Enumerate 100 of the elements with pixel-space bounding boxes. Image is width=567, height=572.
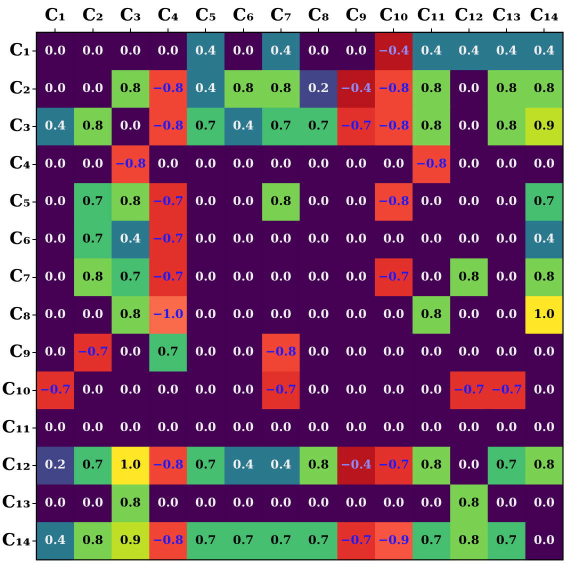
data-label: 0.0	[346, 194, 367, 208]
data-label: 0.0	[346, 307, 367, 322]
data-label: 0.0	[195, 344, 216, 359]
data-label: 0.0	[270, 156, 292, 170]
y-tick-label: C₁₃	[2, 492, 30, 513]
y-tick-label: C₁₀	[2, 380, 30, 400]
data-label: 0.0	[308, 344, 329, 359]
data-label: 0.0	[383, 156, 404, 170]
data-label: 0.7	[120, 269, 141, 284]
data-label: 0.8	[496, 118, 518, 133]
data-label: 0.0	[496, 344, 518, 359]
y-tick-label: C₇	[9, 266, 30, 287]
data-label: 0.0	[496, 232, 518, 246]
data-label: 0.7	[82, 194, 104, 208]
data-label: 0.8	[458, 495, 480, 510]
data-label: 0.8	[82, 118, 104, 133]
data-label: 0.4	[232, 458, 254, 472]
data-label: −0.7	[152, 232, 184, 246]
data-label: 0.0	[308, 43, 329, 58]
data-label: 0.0	[346, 495, 367, 510]
y-tick-label: C₅	[9, 191, 30, 212]
data-label: 0.0	[346, 269, 367, 284]
x-tick-label: C₄	[158, 6, 179, 26]
data-label: 0.0	[534, 420, 555, 434]
y-tick-label: C₁₄	[2, 530, 30, 550]
data-label: 0.0	[346, 382, 367, 396]
data-label: 0.0	[270, 495, 292, 510]
data-label: 0.0	[458, 307, 480, 322]
data-label: −0.7	[265, 382, 296, 396]
data-label: 0.7	[82, 232, 104, 246]
data-label: 0.0	[195, 269, 216, 284]
data-label: 0.0	[195, 382, 216, 396]
data-label: −0.7	[340, 118, 372, 133]
data-label: 0.0	[270, 420, 292, 434]
data-label: 0.7	[82, 458, 104, 472]
data-label: −0.4	[340, 81, 372, 96]
data-label: −0.8	[378, 118, 410, 133]
data-label: 0.7	[195, 533, 216, 548]
data-label: 0.7	[308, 533, 329, 548]
data-label: 0.0	[420, 232, 442, 246]
x-tick-label: C₁₀	[380, 6, 408, 26]
data-label: 0.7	[270, 118, 292, 133]
data-label: 0.7	[270, 533, 292, 548]
data-label: 0.2	[44, 458, 66, 472]
data-label: 0.8	[308, 458, 329, 472]
data-label: −0.7	[152, 269, 184, 284]
data-label: 0.0	[383, 232, 404, 246]
data-label: 0.0	[82, 495, 104, 510]
data-label: 0.0	[270, 269, 292, 284]
data-label: 0.0	[458, 344, 480, 359]
data-label: 0.0	[458, 156, 480, 170]
data-label: 0.8	[458, 533, 480, 548]
data-label: −0.8	[152, 81, 184, 96]
data-label: 0.0	[346, 420, 367, 434]
data-label: 0.0	[346, 232, 367, 246]
data-label: 0.0	[195, 307, 216, 322]
data-label: −0.7	[40, 382, 71, 396]
data-label: 0.0	[120, 43, 141, 58]
data-label: 0.7	[232, 533, 254, 548]
data-label: 0.7	[534, 194, 555, 208]
x-tick-label: C₃	[120, 6, 141, 26]
data-label: 0.8	[232, 81, 254, 96]
data-label: 0.4	[195, 43, 216, 58]
data-label: 0.4	[44, 118, 66, 133]
data-label: 0.0	[232, 194, 254, 208]
data-label: 0.0	[420, 495, 442, 510]
data-label: 0.4	[270, 43, 292, 58]
y-tick-label: C₁	[9, 40, 30, 61]
data-label: 0.4	[195, 81, 216, 96]
data-label: 0.0	[232, 232, 254, 246]
data-label: −0.7	[77, 344, 108, 359]
data-label: 0.0	[195, 495, 216, 510]
data-label: 0.8	[270, 81, 292, 96]
data-label: −0.8	[265, 344, 296, 359]
data-label: −0.8	[152, 458, 184, 472]
y-tick-label: C₃	[9, 116, 30, 136]
data-label: 0.0	[308, 232, 329, 246]
data-label: 0.0	[82, 307, 104, 322]
data-label: 0.0	[346, 344, 367, 359]
data-label: −0.7	[152, 194, 184, 208]
data-label: −0.7	[378, 458, 410, 472]
data-label: 0.0	[270, 307, 292, 322]
data-label: 0.0	[534, 533, 555, 548]
data-label: 0.0	[420, 420, 442, 434]
data-label: 0.0	[308, 495, 329, 510]
data-label: 0.0	[420, 194, 442, 208]
data-label: 0.2	[308, 81, 329, 96]
data-label: 0.0	[270, 232, 292, 246]
data-label: 0.8	[120, 194, 141, 208]
data-label: 0.8	[420, 118, 442, 133]
data-label: 0.0	[420, 344, 442, 359]
data-label: 0.0	[44, 232, 66, 246]
data-label: 0.0	[158, 43, 179, 58]
data-label: 0.0	[120, 344, 141, 359]
data-label: −0.4	[340, 458, 372, 472]
data-label: 0.0	[82, 156, 104, 170]
data-label: 1.0	[120, 458, 141, 472]
y-tick-label: C₄	[9, 154, 30, 174]
data-label: 0.8	[534, 458, 555, 472]
data-label: 0.8	[82, 533, 104, 548]
